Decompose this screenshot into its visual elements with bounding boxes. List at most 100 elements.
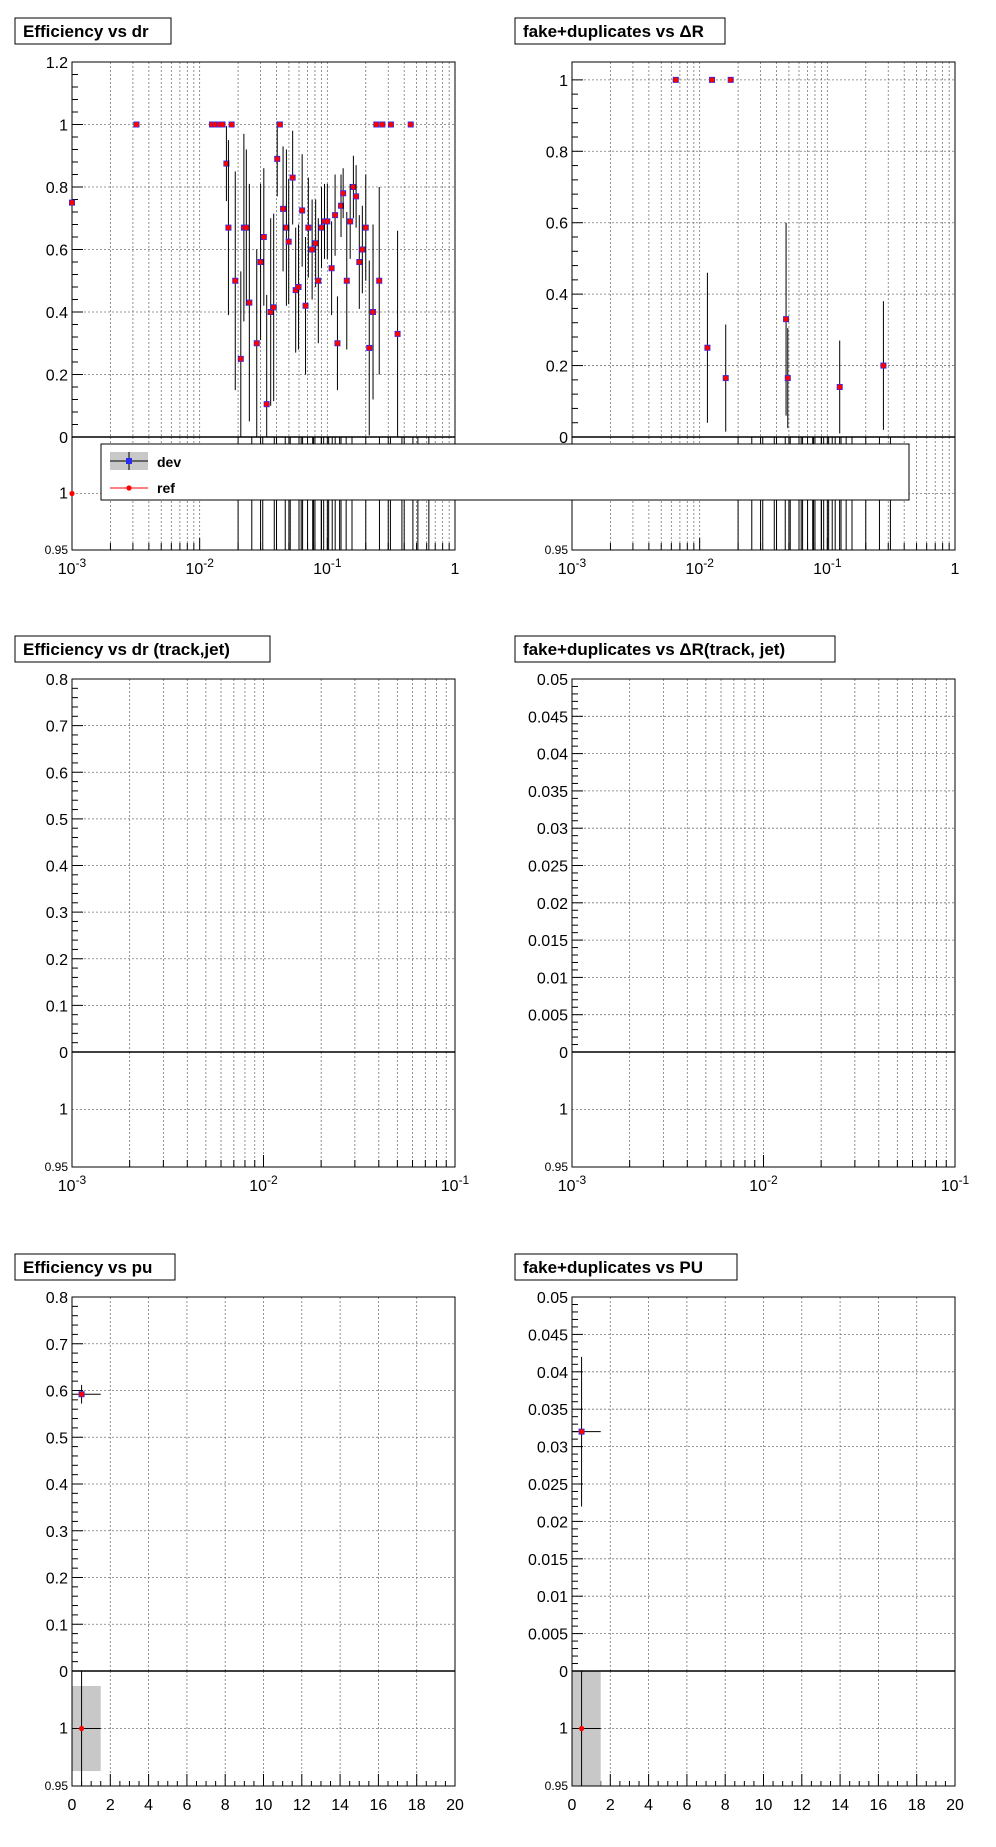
x-tick-label: 2: [606, 1797, 615, 1814]
x-tick-label: 10-2: [749, 1173, 778, 1195]
data-point-ref: [286, 239, 292, 245]
data-point-ref: [408, 121, 414, 128]
y-tick-label: 0.4: [46, 305, 68, 322]
y-tick-label: 0.015: [528, 933, 568, 950]
data-point-ref: [394, 331, 401, 337]
legend-ref-marker: [126, 485, 132, 491]
y-tick-label: 0.7: [46, 1337, 68, 1354]
y-tick-label: 0.2: [46, 368, 68, 385]
x-tick-label: 10: [755, 1797, 773, 1814]
y-tick-label: 0.04: [537, 1365, 568, 1382]
data-point-ref: [280, 206, 286, 212]
data-point-ref: [347, 218, 353, 224]
chart-title-box: [514, 1253, 738, 1281]
x-tick-label: 10-3: [558, 556, 587, 578]
x-tick-label: 0: [68, 1797, 77, 1814]
data-point-ref: [232, 278, 238, 284]
y-tick-label: 0.045: [528, 709, 568, 726]
y-tick-label: 0.005: [528, 1008, 568, 1025]
y-tick-label: 0: [59, 430, 68, 447]
y-tick-label: 0.015: [528, 1552, 568, 1569]
data-point-ref: [880, 362, 887, 369]
y-tick-label: 0.2: [546, 359, 568, 376]
data-point-ref: [254, 340, 260, 346]
x-tick-label: 10-1: [313, 556, 342, 578]
chart-title: fake+duplicates vs ΔR(track, jet): [523, 640, 785, 659]
chart-title-box: [14, 1253, 176, 1281]
x-tick-label: 12: [293, 1797, 311, 1814]
x-tick-label: 6: [182, 1797, 191, 1814]
chart-fake-drj: fake+duplicates vs ΔR(track, jet) 0 0.005 0…: [514, 635, 970, 1195]
x-tick-label: 10-3: [58, 1173, 87, 1195]
ratio-y-tick-label: 1: [559, 1721, 568, 1738]
data-point-ref: [313, 240, 319, 246]
data-point-ref: [785, 375, 791, 381]
data-point-ref: [376, 278, 382, 284]
y-tick-label: 0.035: [528, 784, 568, 801]
data-point-ref: [373, 121, 379, 128]
chart-eff-drj: Efficiency vs dr (track,jet) 0 0.1 0.2 0.3 0.…: [14, 635, 470, 1195]
y-tick-label: 0.8: [46, 180, 68, 197]
y-tick-label: 1: [559, 73, 568, 90]
x-tick-label: 14: [831, 1797, 849, 1814]
x-tick-label: 10-3: [558, 1173, 587, 1195]
data-point-ref: [837, 384, 843, 390]
x-tick-label: 6: [682, 1797, 691, 1814]
x-tick-label: 10-1: [813, 556, 842, 578]
x-tick-label: 18: [408, 1797, 426, 1814]
y-tick-label: 0.025: [528, 859, 568, 876]
data-point-ref: [783, 316, 789, 322]
data-point-ref: [261, 234, 267, 240]
y-tick-label: 0.1: [46, 1617, 68, 1634]
y-tick-label: 0: [59, 1664, 68, 1681]
x-tick-label: 10: [255, 1797, 273, 1814]
chart-eff-pu: Efficiency vs pu 0 0.1 0.2 0.3 0.4 0.5 0.6 0.7 0.…: [14, 1253, 464, 1814]
data-point-ref: [277, 121, 283, 128]
y-tick-label: 0.04: [537, 747, 568, 764]
ratio-point: [69, 490, 75, 497]
data-point-ref: [356, 259, 362, 265]
y-tick-label: 0: [559, 430, 568, 447]
chart-title: Efficiency vs pu: [23, 1258, 152, 1277]
ratio-point: [78, 1725, 85, 1732]
x-tick-label: 10-1: [441, 1173, 470, 1195]
y-tick-label: 0.8: [546, 144, 568, 161]
data-point-ref: [578, 1429, 585, 1435]
y-tick-label: 0.035: [528, 1402, 568, 1419]
legend-ref-label: ref: [157, 480, 175, 496]
y-tick-label: 0.05: [537, 1290, 568, 1307]
ratio-y-tick-label: 0.95: [45, 1779, 69, 1793]
x-tick-label: 10-2: [685, 556, 714, 578]
x-tick-label: 10-2: [249, 1173, 278, 1195]
data-point-ref: [238, 356, 244, 362]
x-tick-label: 16: [370, 1797, 388, 1814]
data-point-ref: [370, 309, 376, 315]
x-tick-label: 1: [451, 561, 460, 578]
chart-title-box: [514, 635, 836, 663]
data-point-ref: [246, 300, 252, 306]
data-point-ref: [379, 121, 386, 128]
data-point-ref: [264, 401, 270, 407]
y-tick-label: 0.5: [46, 1430, 68, 1447]
y-tick-label: 0.05: [537, 672, 568, 689]
data-point-ref: [315, 278, 321, 284]
chart-title-box: [14, 635, 271, 663]
y-tick-label: 0.005: [528, 1627, 568, 1644]
y-tick-label: 0.6: [546, 216, 568, 233]
data-point-ref: [318, 225, 325, 231]
y-tick-label: 0.1: [46, 998, 68, 1015]
data-point-ref: [290, 175, 296, 181]
x-tick-label: 20: [946, 1797, 964, 1814]
data-point-ref: [309, 246, 315, 253]
data-point-ref: [69, 200, 75, 206]
data-point-ref: [329, 265, 335, 271]
y-tick-label: 0.01: [537, 970, 568, 987]
y-tick-label: 0: [559, 1664, 568, 1681]
ratio-point: [578, 1725, 585, 1732]
chart-title: fake+duplicates vs ΔR: [523, 22, 704, 41]
chart-title: fake+duplicates vs PU: [523, 1258, 703, 1277]
legend-dev-marker: [126, 458, 132, 464]
y-tick-label: 0.7: [46, 719, 68, 736]
x-tick-label: 1: [951, 561, 960, 578]
